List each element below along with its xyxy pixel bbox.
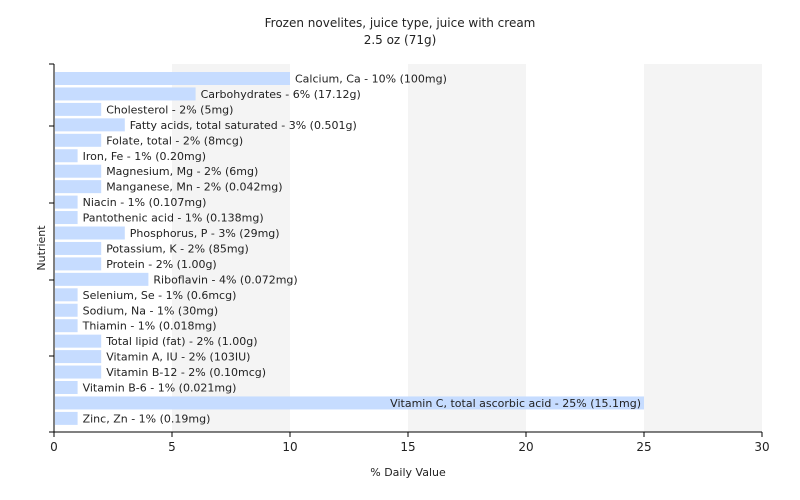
bar-5 [55, 133, 102, 147]
bar-12 [55, 241, 102, 255]
bar-3 [55, 102, 102, 116]
bar-label-22: Vitamin C, total ascorbic acid - 25% (15… [390, 397, 641, 410]
bar-label-19: Vitamin A, IU - 2% (103IU) [106, 351, 250, 364]
bar-label-23: Zinc, Zn - 1% (0.19mg) [83, 412, 211, 425]
bar-19 [55, 350, 102, 364]
bar-label-16: Sodium, Na - 1% (30mg) [83, 304, 219, 317]
x-tick-label-4: 20 [518, 440, 533, 454]
bar-label-20: Vitamin B-12 - 2% (0.10mcg) [106, 366, 266, 379]
x-tick-label-3: 15 [400, 440, 415, 454]
bar-label-11: Phosphorus, P - 3% (29mg) [130, 227, 280, 240]
x-tick-label-1: 5 [168, 440, 176, 454]
bar-label-10: Pantothenic acid - 1% (0.138mg) [83, 212, 264, 225]
bar-label-13: Protein - 2% (1.00g) [106, 258, 217, 271]
bar-21 [55, 381, 78, 394]
bar-18 [55, 334, 102, 348]
axes: 0 5 10 15 20 25 30 [49, 63, 770, 454]
bars: Calcium, Ca - 10% (100mg) Carbohydrates -… [55, 72, 644, 425]
bar-label-1: Calcium, Ca - 10% (100mg) [295, 73, 447, 86]
x-axis-title: % Daily Value [370, 466, 446, 479]
bar-11 [55, 226, 125, 240]
chart-subtitle: 2.5 oz (71g) [364, 33, 437, 47]
bar-15 [55, 288, 78, 302]
bar-7 [55, 164, 102, 178]
bar-label-15: Selenium, Se - 1% (0.6mcg) [83, 289, 237, 302]
bar-1 [55, 72, 290, 85]
bar-label-9: Niacin - 1% (0.107mg) [83, 196, 207, 209]
bar-22 [55, 396, 644, 410]
bar-label-3: Cholesterol - 2% (5mg) [106, 103, 233, 116]
bar-label-4: Fatty acids, total saturated - 3% (0.501… [130, 119, 357, 132]
bar-13 [55, 257, 102, 271]
bar-label-5: Folate, total - 2% (8mcg) [106, 134, 243, 147]
bar-label-8: Manganese, Mn - 2% (0.042mg) [106, 181, 282, 194]
bar-label-7: Magnesium, Mg - 2% (6mg) [106, 165, 258, 178]
bar-label-18: Total lipid (fat) - 2% (1.00g) [105, 335, 257, 348]
bar-label-17: Thiamin - 1% (0.018mg) [82, 320, 217, 333]
bar-14 [55, 272, 149, 286]
x-tick-label-5: 25 [636, 440, 651, 454]
grid-band-5 [644, 64, 762, 432]
bar-23 [55, 411, 78, 425]
chart-title: Frozen novelites, juice type, juice with… [265, 16, 536, 30]
x-tick-label-6: 30 [754, 440, 769, 454]
bar-label-12: Potassium, K - 2% (85mg) [106, 242, 249, 255]
bar-4 [55, 118, 125, 132]
bar-label-2: Carbohydrates - 6% (17.12g) [201, 88, 361, 101]
bar-9 [55, 195, 78, 209]
x-tick-label-0: 0 [50, 440, 58, 454]
bar-16 [55, 303, 78, 317]
bar-20 [55, 365, 102, 379]
grid-band-3 [408, 64, 526, 432]
x-tick-label-2: 10 [282, 440, 297, 454]
grid-band-1 [172, 64, 290, 432]
y-axis-title: Nutrient [35, 225, 48, 271]
bar-6 [55, 149, 78, 163]
bar-10 [55, 211, 78, 225]
bar-8 [55, 180, 102, 194]
bar-2 [55, 87, 196, 101]
grid-bands [172, 64, 762, 432]
bar-17 [55, 319, 78, 333]
bar-label-14: Riboflavin - 4% (0.072mg) [153, 273, 297, 286]
bar-label-6: Iron, Fe - 1% (0.20mg) [83, 150, 206, 163]
bar-label-21: Vitamin B-6 - 1% (0.021mg) [83, 382, 237, 395]
